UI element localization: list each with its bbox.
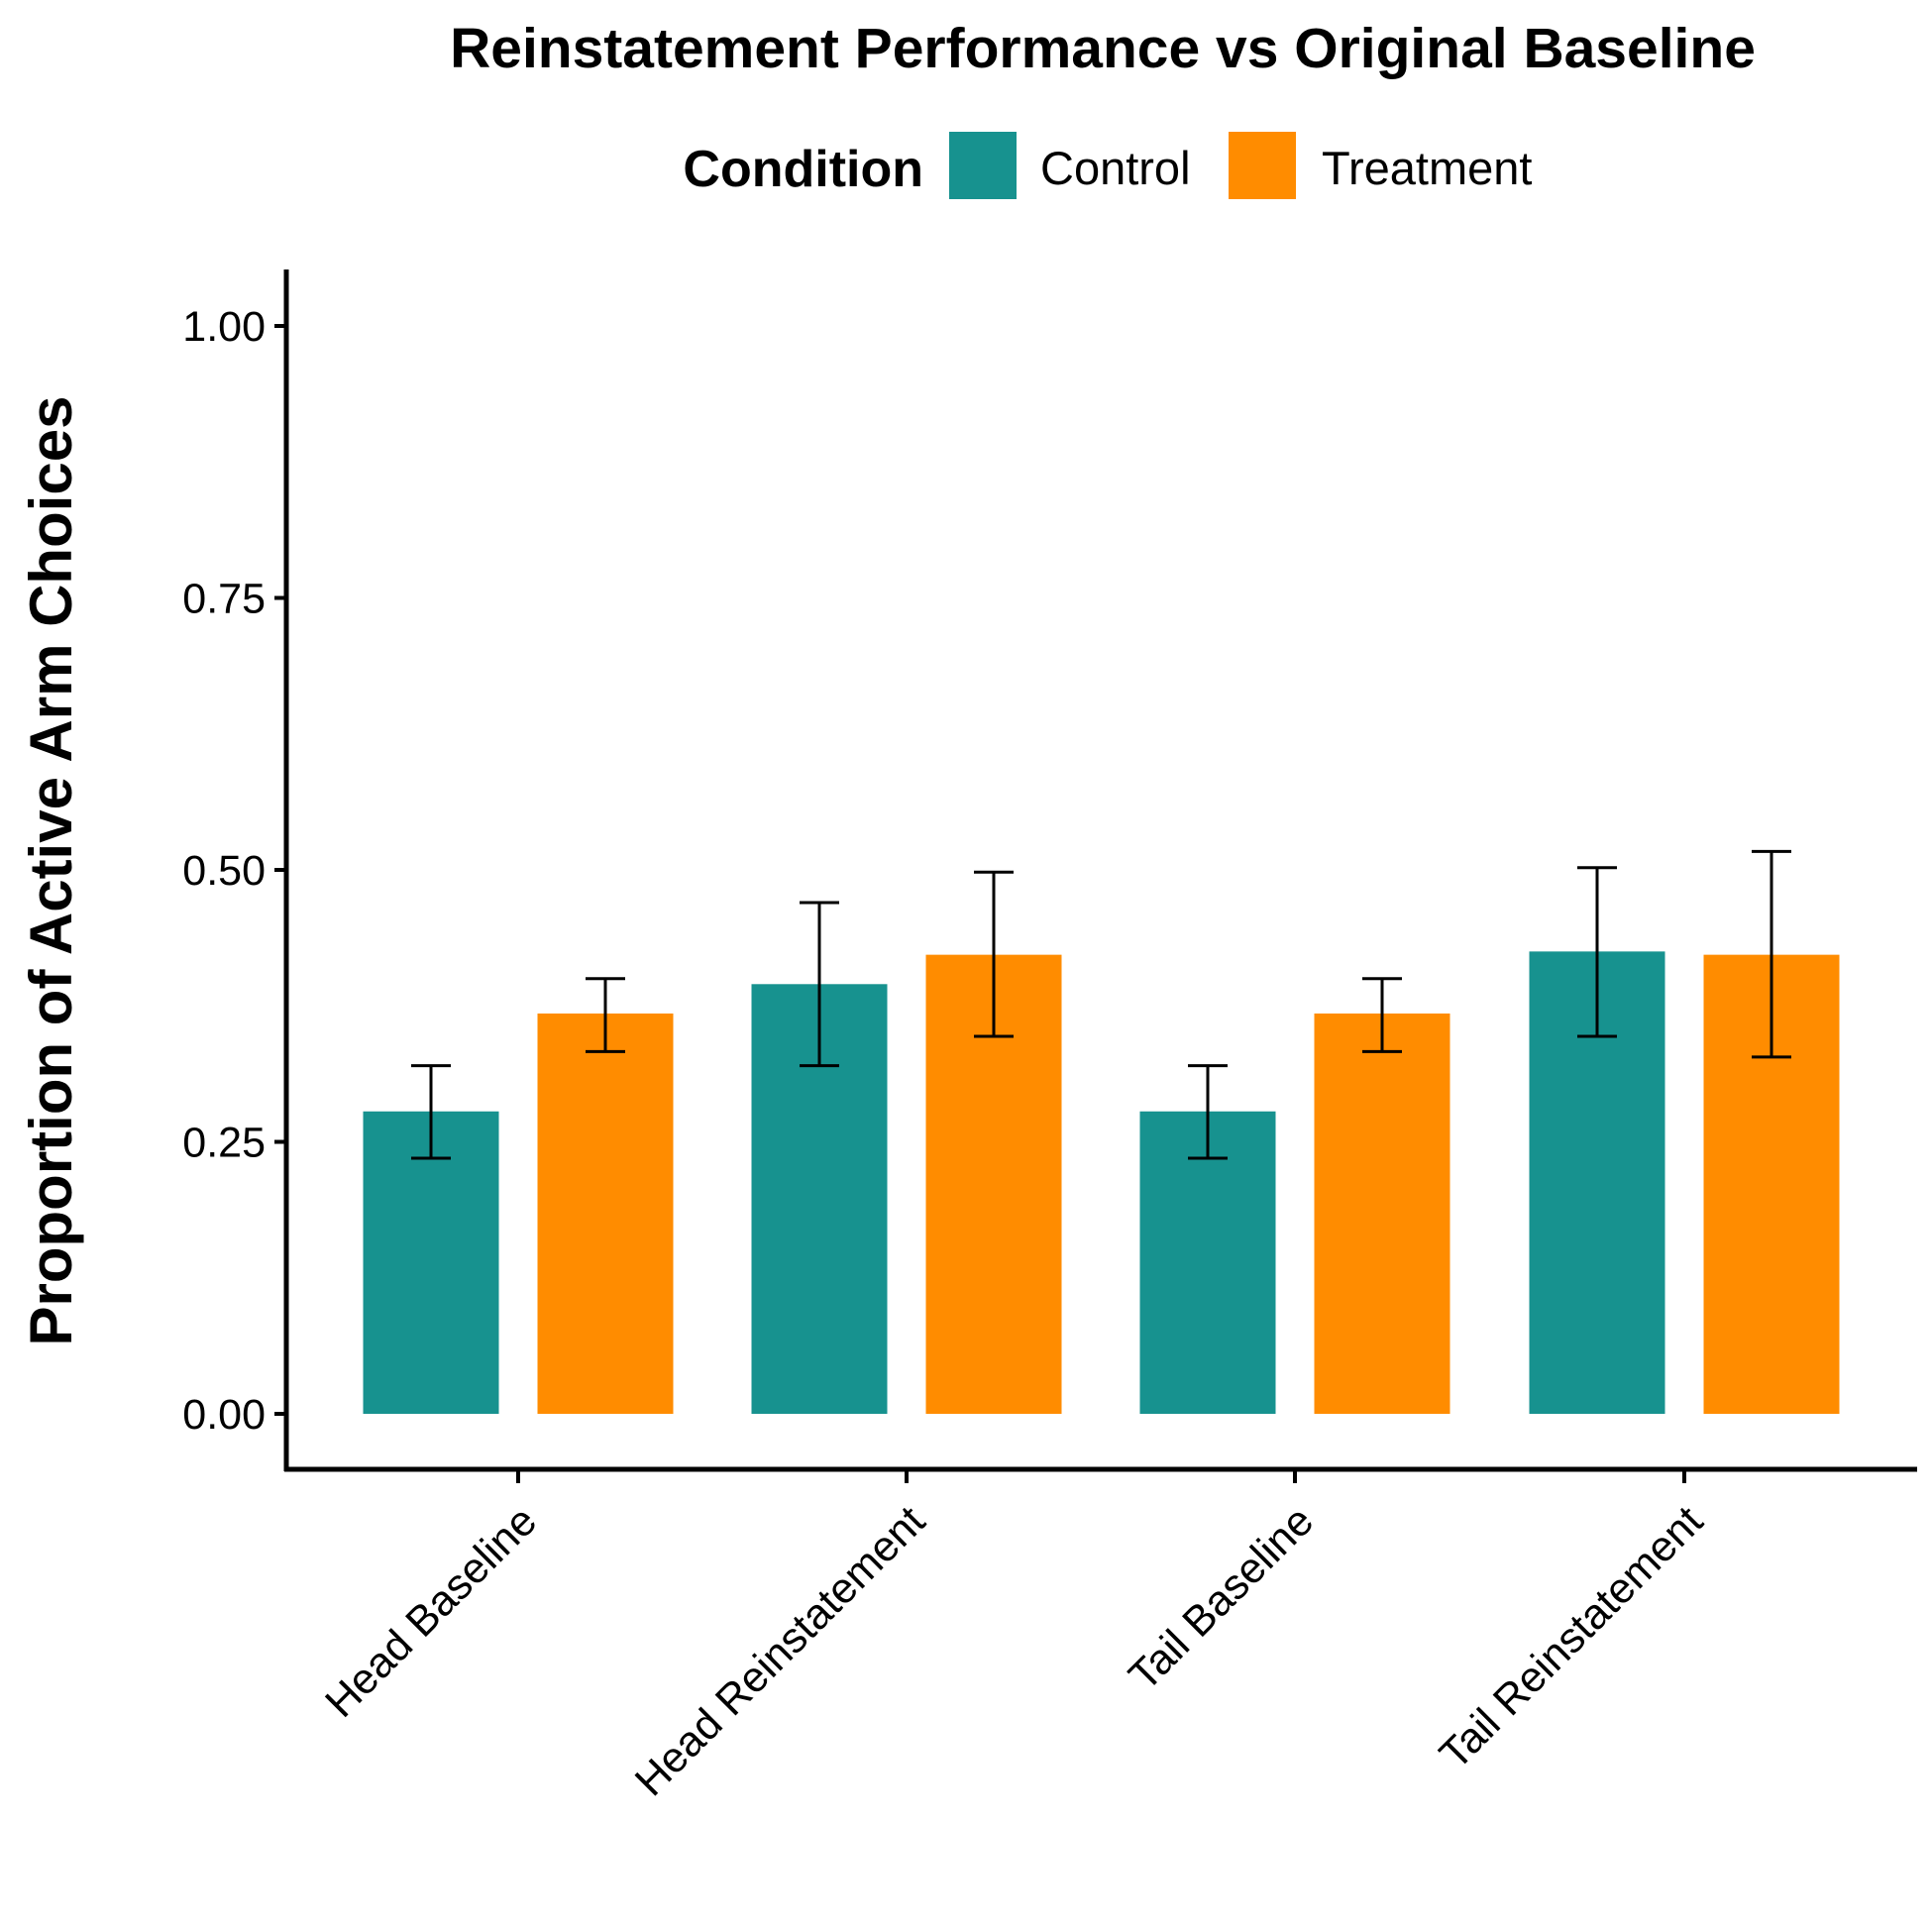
x-tick-label-head-baseline: Head Baseline	[316, 1497, 546, 1727]
error-bar-treatment-tail-baseline	[1362, 977, 1402, 1053]
bar-control-head-baseline	[363, 1111, 499, 1414]
y-tick-label: 0.75	[182, 576, 266, 623]
legend: Condition Control Treatment	[683, 132, 1532, 199]
error-bar-control-tail-reinstatement	[1577, 866, 1617, 1038]
y-axis-label: Proportion of Active Arm Choices	[18, 395, 84, 1345]
error-bar-control-head-reinstatement	[800, 901, 839, 1068]
bar-control-tail-baseline	[1139, 1111, 1276, 1414]
error-bar-control-tail-baseline	[1188, 1064, 1228, 1160]
error-bars-layer	[411, 849, 1791, 1160]
x-tick-label-tail-baseline: Tail Baseline	[1120, 1497, 1323, 1700]
y-tick-label: 1.00	[182, 303, 266, 351]
error-bar-treatment-head-baseline	[586, 977, 625, 1053]
y-tick-label: 0.25	[182, 1120, 266, 1167]
chart-title: Reinstatement Performance vs Original Ba…	[450, 17, 1756, 80]
x-tick-label-tail-reinstatement: Tail Reinstatement	[1431, 1497, 1712, 1778]
legend-label-control: Control	[1040, 142, 1191, 194]
error-bar-treatment-head-reinstatement	[974, 870, 1014, 1038]
y-tick-label: 0.50	[182, 847, 266, 895]
y-axis-ticks: 0.00 0.25 0.50 0.75 1.00	[182, 303, 286, 1439]
error-bar-treatment-tail-reinstatement	[1752, 849, 1791, 1059]
x-axis-ticks: Head Baseline Head Reinstatement Tail Base…	[316, 1471, 1712, 1805]
bars-layer	[363, 951, 1840, 1414]
bar-treatment-head-baseline	[537, 1013, 674, 1414]
legend-label-treatment: Treatment	[1322, 142, 1532, 194]
y-tick-label: 0.00	[182, 1391, 266, 1439]
legend-title: Condition	[683, 141, 923, 198]
legend-swatch-control	[949, 132, 1017, 199]
legend-swatch-treatment	[1229, 132, 1296, 199]
x-tick-label-head-reinstatement: Head Reinstatement	[626, 1497, 934, 1805]
bar-treatment-tail-baseline	[1314, 1013, 1450, 1414]
error-bar-control-head-baseline	[411, 1064, 451, 1160]
